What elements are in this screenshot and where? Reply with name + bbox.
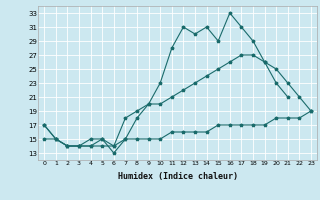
X-axis label: Humidex (Indice chaleur): Humidex (Indice chaleur) bbox=[118, 172, 238, 181]
